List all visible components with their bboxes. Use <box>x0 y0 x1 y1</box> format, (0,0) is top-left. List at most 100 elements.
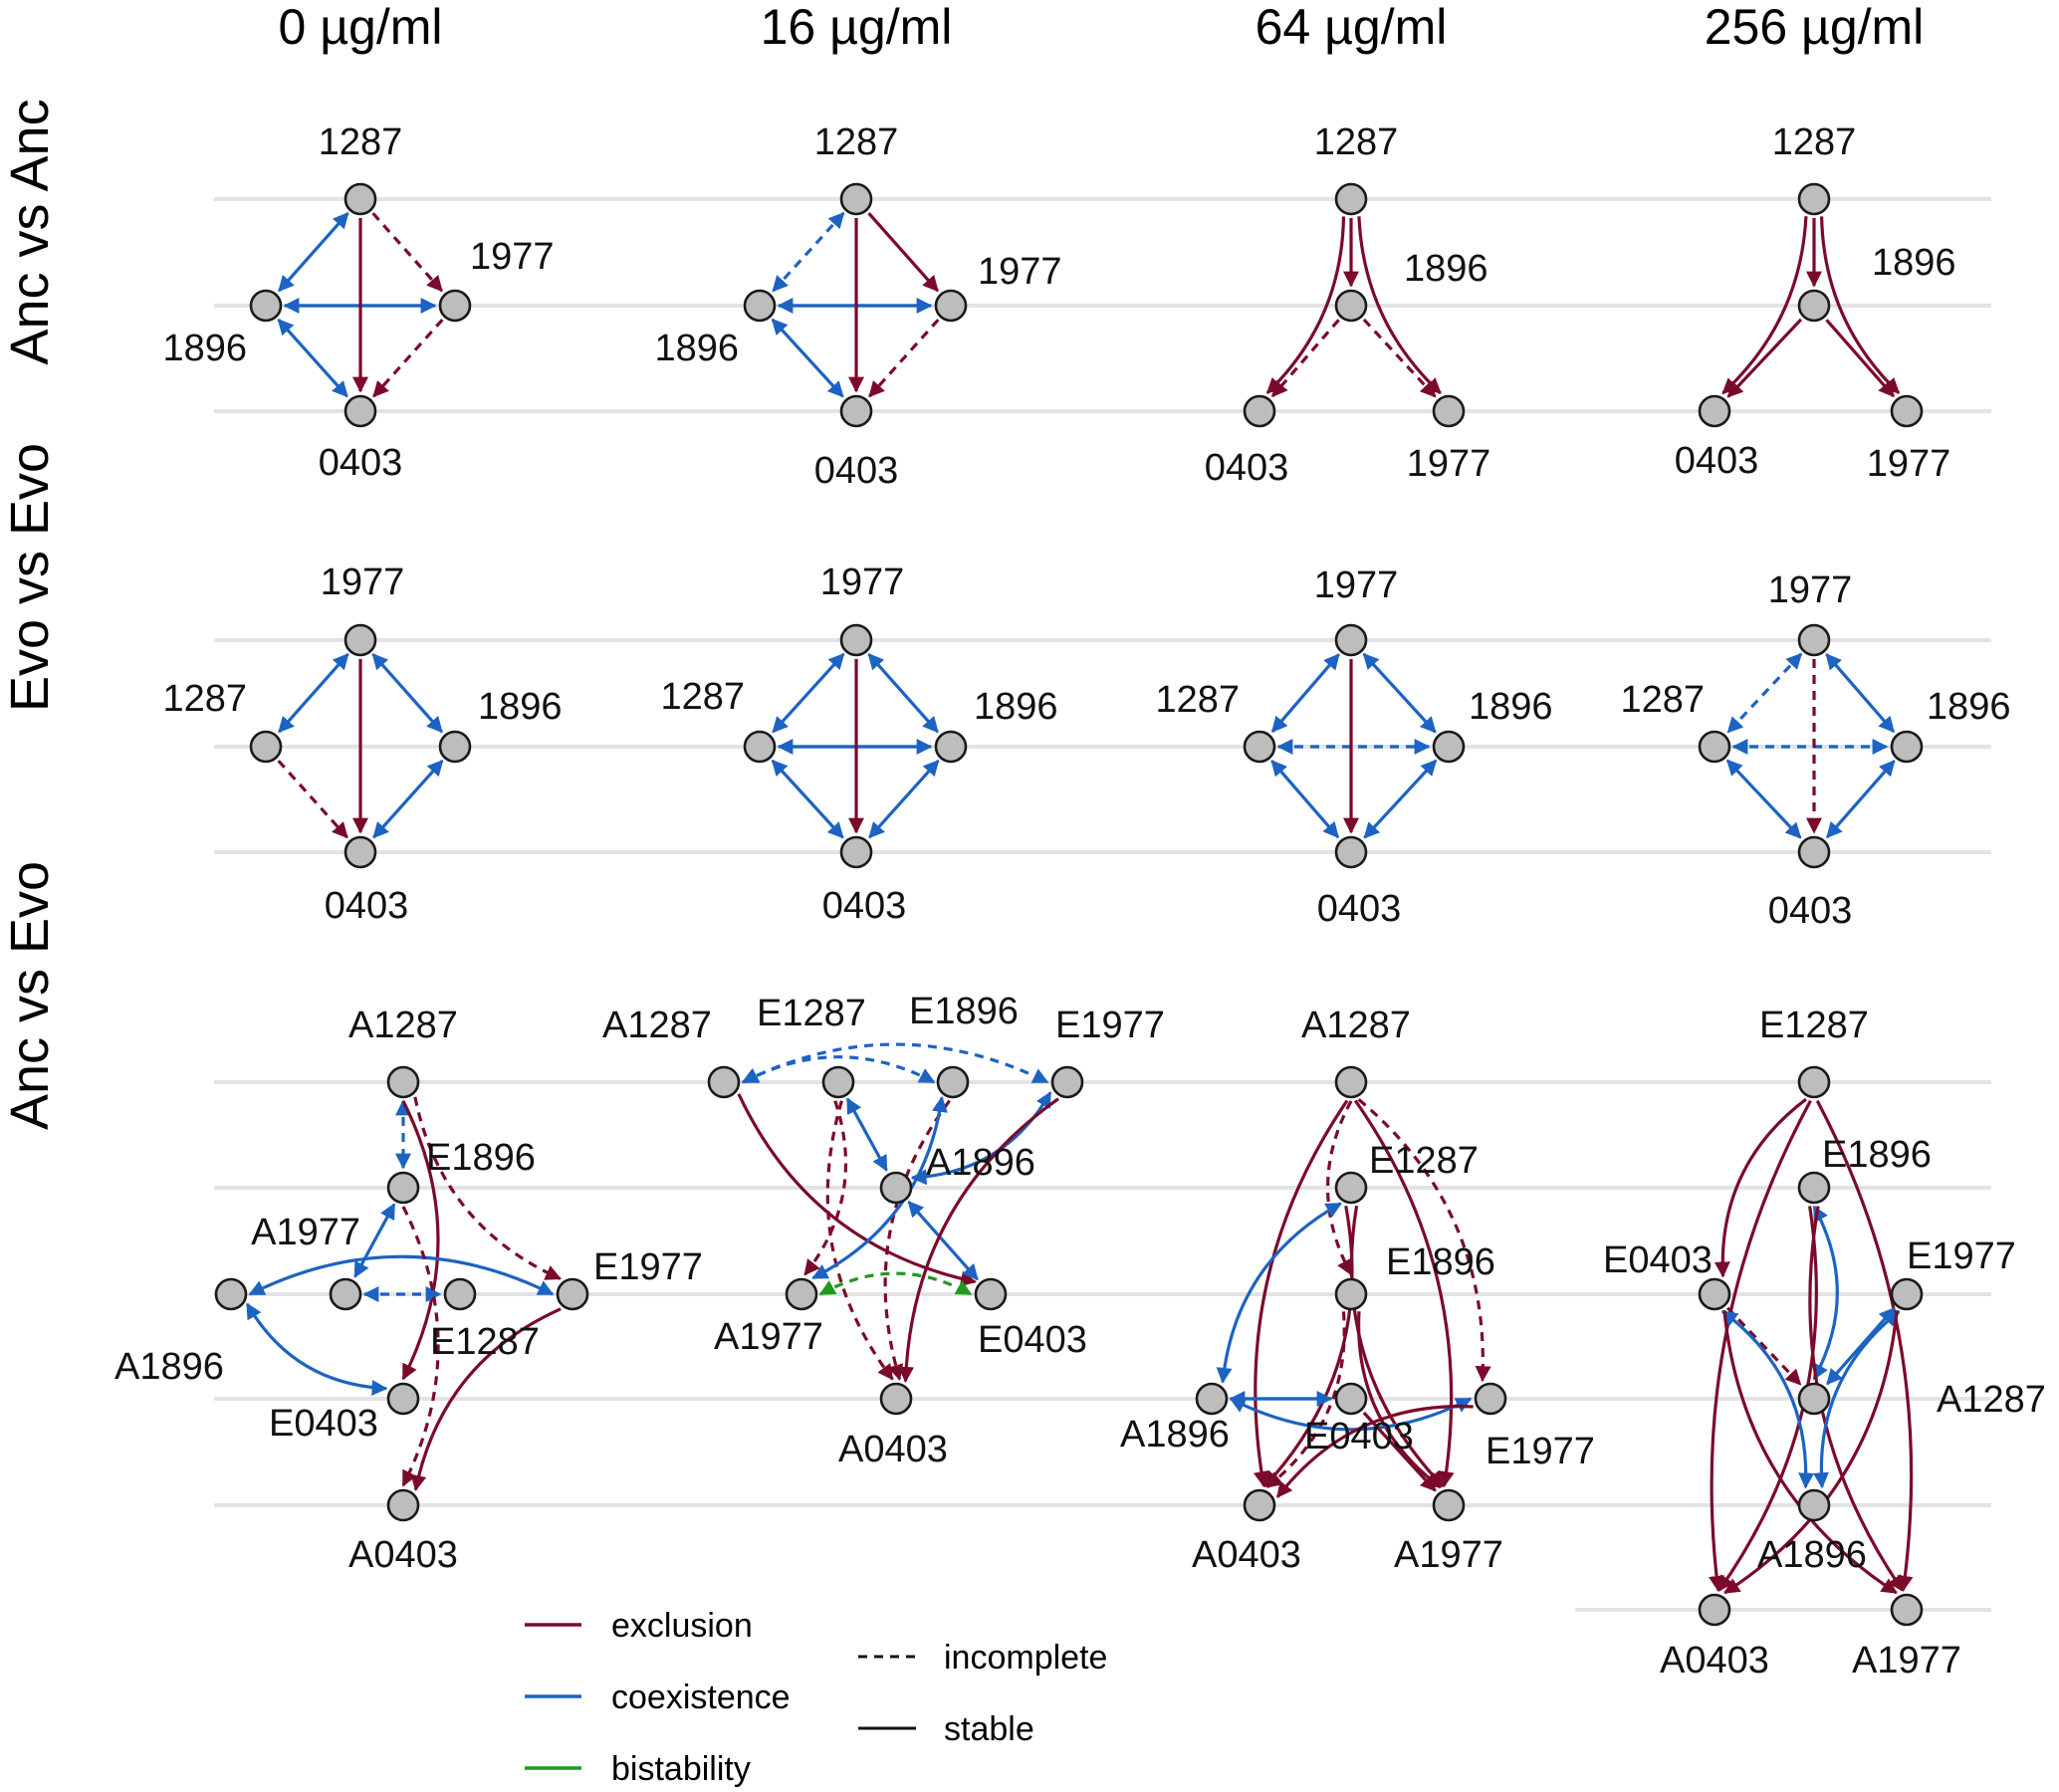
node-0403 <box>343 394 377 428</box>
edge-exclusion-1287-1977 <box>1820 216 1901 394</box>
edge-exclusion-E0403-A1977 <box>1362 1411 1437 1492</box>
node-label-1977: 1977 <box>978 251 1062 293</box>
edge-exclusion-A1287-E0403 <box>401 1100 440 1381</box>
edge-coexistence-1977-1287 <box>1726 652 1803 734</box>
edge-coexistence-1896-0403 <box>1825 760 1896 839</box>
edge-exclusion-E1287-A0403 <box>825 1100 894 1381</box>
node-1287 <box>1698 730 1731 764</box>
node-A1896 <box>214 1277 248 1311</box>
edge-bistability-A1977-E0403 <box>818 1271 973 1296</box>
node-E1977 <box>1890 1277 1924 1311</box>
node-label-A1287: A1287 <box>1301 1005 1411 1046</box>
edge-exclusion-1896-0403 <box>1270 319 1340 398</box>
node-label-1977: 1977 <box>1314 564 1399 606</box>
node-0403 <box>1698 394 1731 428</box>
node-A1977 <box>1432 1488 1466 1522</box>
edge-coexistence-1896-0403 <box>372 759 444 839</box>
edge-coexistence-1977-1287 <box>1270 653 1340 734</box>
node-1287 <box>249 730 283 764</box>
node-1287 <box>1334 182 1368 216</box>
node-label-1977: 1977 <box>1867 443 1951 485</box>
legend: exclusion coexistence bistability incomp… <box>525 1607 1107 1788</box>
edge-coexistence-E1896-A1977 <box>353 1203 396 1278</box>
edge-coexistence-A1896-E1977 <box>910 1091 1052 1186</box>
edge-exclusion-1977-0403 <box>372 319 444 398</box>
legend-label-incomplete: incomplete <box>944 1639 1107 1677</box>
edge-coexistence-A1896-E0403 <box>907 1201 979 1281</box>
node-label-E0403: E0403 <box>1304 1416 1414 1457</box>
row-header-anc-evo: Anc vs Evo <box>0 861 60 1130</box>
node-E0403 <box>1698 1277 1731 1311</box>
edge-exclusion-1896-0403 <box>1726 318 1803 398</box>
edge-exclusion-1896-1977 <box>1362 318 1437 398</box>
node-1977 <box>1334 623 1368 657</box>
edge-coexistence-1977-1287 <box>772 652 845 734</box>
row-header-evo-evo: Evo vs Evo <box>0 443 60 712</box>
node-label-1287: 1287 <box>162 678 247 720</box>
node-0403 <box>1797 835 1831 869</box>
node-A0403 <box>1243 1488 1276 1522</box>
edge-coexistence-1977-1287 <box>278 653 349 734</box>
node-label-0403: 0403 <box>1205 447 1289 489</box>
node-label-1977: 1977 <box>321 561 405 603</box>
node-label-E1287: E1287 <box>1759 1005 1869 1046</box>
node-label-A1896: A1896 <box>926 1142 1035 1184</box>
node-label-E1287: E1287 <box>757 993 866 1034</box>
edge-coexistence-A1896-E0403 <box>245 1302 388 1396</box>
node-A1977 <box>329 1277 362 1311</box>
node-0403 <box>1243 394 1276 428</box>
edges-layer <box>245 211 1914 1595</box>
node-A1287 <box>1797 1382 1831 1416</box>
node-label-1287: 1287 <box>319 121 403 163</box>
labels-layer: 1287 1977 1896 0403 1287 1977 1896 0403 1287 1896… <box>114 121 2046 1681</box>
node-label-1977: 1977 <box>1768 569 1853 611</box>
node-E1287 <box>1334 1171 1368 1205</box>
node-1977 <box>934 289 968 323</box>
node-0403 <box>839 394 873 428</box>
node-label-A0403: A0403 <box>348 1534 458 1576</box>
edge-exclusion-E0403-A1977 <box>1722 1310 1898 1595</box>
node-label-E1977: E1977 <box>1486 1431 1595 1472</box>
node-0403 <box>1334 835 1368 869</box>
node-E1896 <box>386 1171 420 1205</box>
node-label-1287: 1287 <box>1620 679 1705 721</box>
node-label-E1287: E1287 <box>1369 1140 1479 1182</box>
node-1287 <box>839 182 873 216</box>
node-A1977 <box>785 1277 818 1311</box>
node-E0403 <box>974 1277 1008 1311</box>
edge-coexistence-1896-0403 <box>277 318 348 398</box>
node-label-A0403: A0403 <box>838 1429 948 1470</box>
node-label-1977: 1977 <box>820 561 905 603</box>
node-1896 <box>1432 730 1466 764</box>
edge-coexistence-A1287-E1977 <box>741 1042 1049 1084</box>
edge-exclusion-E1287-A1977 <box>1349 1205 1445 1488</box>
node-0403 <box>839 835 873 869</box>
edge-exclusion-1287-1977 <box>867 212 939 293</box>
nodes-layer <box>214 182 1924 1627</box>
grid-lines <box>214 197 1991 1612</box>
col-header-256: 256 µg/ml <box>1705 0 1925 55</box>
node-label-1287: 1287 <box>1314 121 1399 163</box>
node-label-0403: 0403 <box>1317 888 1402 930</box>
edge-coexistence-1287-1896 <box>772 211 845 293</box>
node-label-1896: 1896 <box>1927 686 2011 728</box>
node-E1896 <box>1334 1277 1368 1311</box>
edge-coexistence-1896-0403 <box>1363 759 1438 839</box>
node-1977 <box>1797 623 1831 657</box>
node-label-E0403: E0403 <box>269 1403 378 1445</box>
node-1896 <box>249 289 283 323</box>
legend-label-exclusion: exclusion <box>611 1607 753 1645</box>
row-header-anc-anc: Anc vs Anc <box>0 99 60 364</box>
edge-exclusion-E1977-A0403 <box>898 1097 1059 1384</box>
edge-exclusion-E1287-E0403 <box>1714 1097 1807 1278</box>
node-1896 <box>1797 289 1831 323</box>
node-1896 <box>438 730 472 764</box>
node-label-E1896: E1896 <box>426 1137 536 1179</box>
node-label-1287: 1287 <box>1155 679 1240 721</box>
node-0403 <box>343 835 377 869</box>
node-1977 <box>1890 394 1924 428</box>
node-A1287 <box>1334 1065 1368 1099</box>
edge-exclusion-1287-0403 <box>1721 216 1808 395</box>
node-label-E1977: E1977 <box>1907 1235 2016 1277</box>
node-label-0403: 0403 <box>319 442 403 484</box>
